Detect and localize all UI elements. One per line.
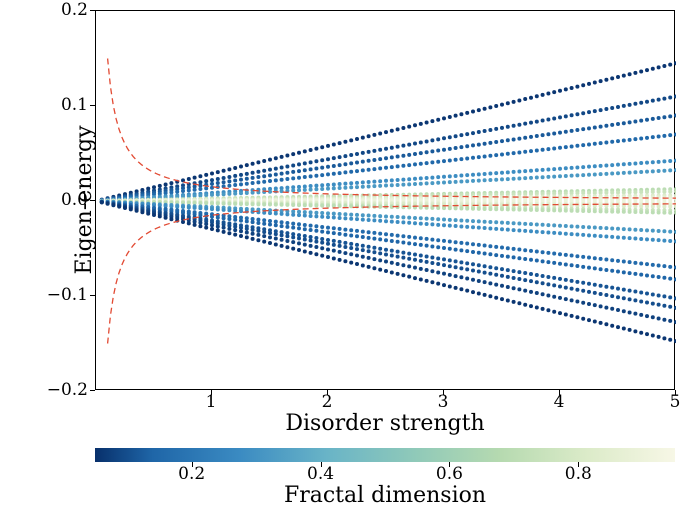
y-tick-mark xyxy=(90,200,95,201)
colorbar-label: Fractal dimension xyxy=(284,483,486,508)
x-tick-label: 4 xyxy=(554,392,565,412)
y-tick-mark xyxy=(90,10,95,11)
x-tick-mark xyxy=(211,390,212,395)
colorbar xyxy=(95,448,675,462)
colorbar-tick-mark xyxy=(192,462,193,467)
x-tick-mark xyxy=(443,390,444,395)
colorbar-tick-mark xyxy=(449,462,450,467)
y-tick-label: −0.2 xyxy=(28,380,88,400)
y-tick-label: 0.2 xyxy=(28,0,88,20)
x-tick-label: 2 xyxy=(322,392,333,412)
x-axis-label: Disorder strength xyxy=(285,411,484,436)
x-tick-label: 3 xyxy=(438,392,449,412)
colorbar-tick-mark xyxy=(578,462,579,467)
x-tick-mark xyxy=(675,390,676,395)
x-tick-label: 5 xyxy=(670,392,681,412)
y-tick-label: 0.1 xyxy=(28,95,88,115)
x-tick-mark xyxy=(327,390,328,395)
colorbar-tick-label: 0.2 xyxy=(178,464,205,484)
colorbar-svg xyxy=(95,448,675,462)
colorbar-tick-label: 0.8 xyxy=(565,464,592,484)
colorbar-tick-label: 0.6 xyxy=(436,464,463,484)
y-tick-label: −0.1 xyxy=(28,285,88,305)
plot-svg xyxy=(96,11,676,391)
colorbar-tick-label: 0.4 xyxy=(307,464,334,484)
y-tick-mark xyxy=(90,295,95,296)
x-tick-mark xyxy=(559,390,560,395)
y-tick-label: 0.0 xyxy=(28,190,88,210)
plot-area xyxy=(95,10,675,390)
y-tick-mark xyxy=(90,105,95,106)
y-tick-mark xyxy=(90,390,95,391)
colorbar-tick-mark xyxy=(321,462,322,467)
figure: Eigen-energy Disorder strength Fractal d… xyxy=(0,0,700,511)
x-tick-label: 1 xyxy=(206,392,217,412)
